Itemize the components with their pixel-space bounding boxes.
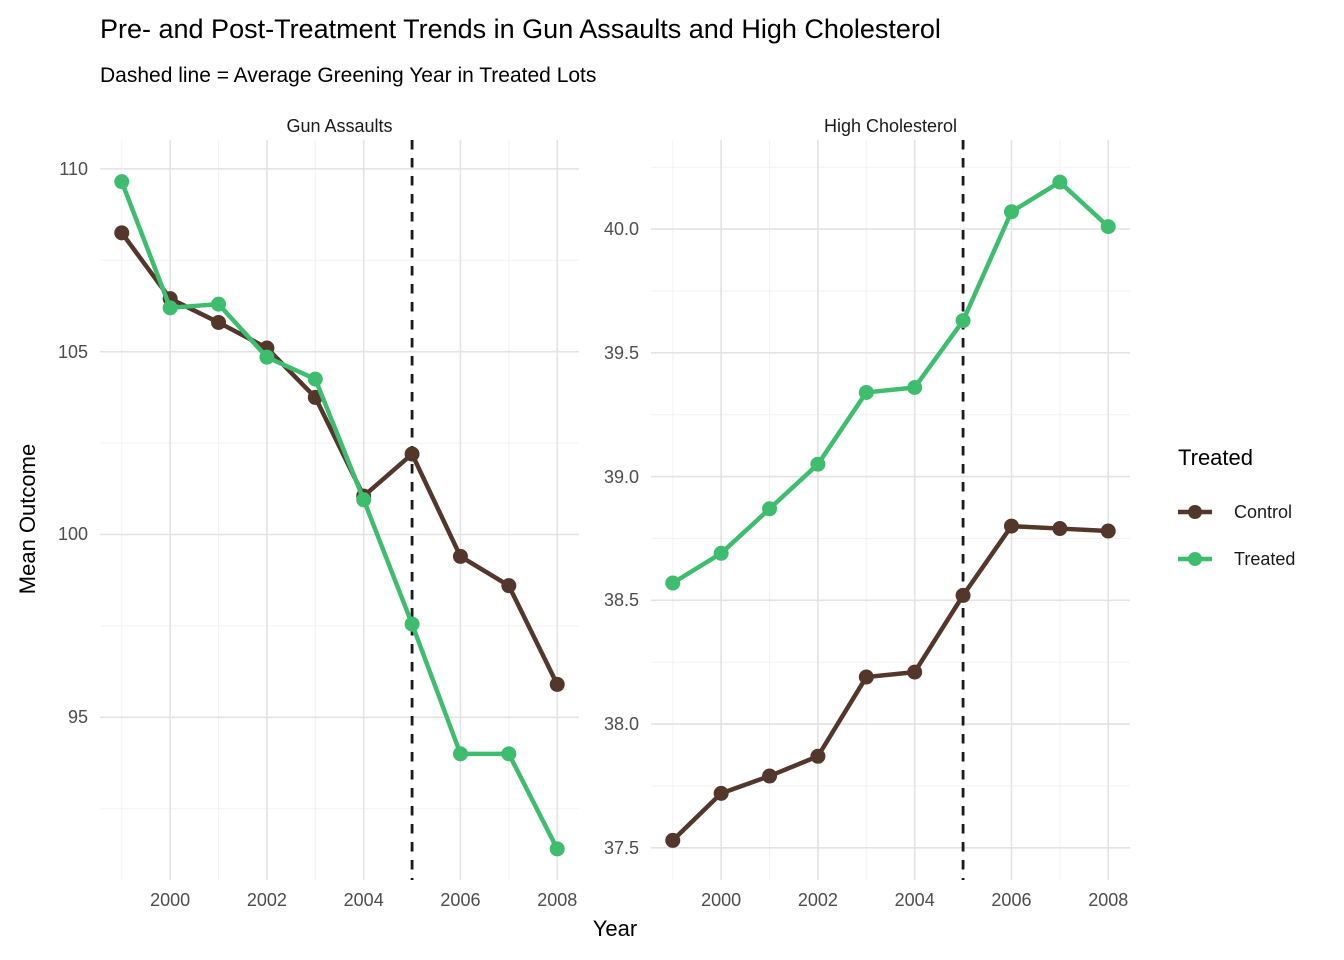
x-tick-label: 2000 — [150, 890, 191, 910]
control-point — [1100, 523, 1116, 539]
treated-point — [307, 371, 323, 387]
treated-point — [665, 575, 681, 591]
control-point — [452, 548, 468, 564]
control-point — [114, 225, 130, 241]
treated-point — [1052, 174, 1068, 190]
control-point — [1003, 518, 1019, 534]
treated-point — [713, 545, 729, 561]
treated-point — [810, 456, 826, 472]
treated-point — [955, 313, 971, 329]
control-point — [549, 676, 565, 692]
plot-subtitle: Dashed line = Average Greening Year in T… — [100, 64, 597, 87]
treated-line — [670, 179, 1111, 586]
y-tick-label: 100 — [57, 524, 88, 545]
treated-line — [119, 179, 560, 852]
treated-point — [501, 746, 517, 762]
legend-item-treated: Treated — [1177, 546, 1295, 572]
legend-label-treated: Treated — [1234, 548, 1296, 569]
legend-key-control-icon — [1178, 505, 1212, 519]
y-tick-label: 38.5 — [603, 590, 639, 611]
legend-key-treated-icon — [1178, 552, 1212, 566]
facet-title-gun-assaults: Gun Assaults — [286, 116, 393, 136]
legend-item-control: Control — [1177, 499, 1295, 525]
treated-point — [907, 379, 923, 395]
treated-point — [1100, 219, 1116, 235]
y-tick-label: 105 — [57, 341, 88, 362]
x-tick-label: 2000 — [701, 890, 742, 910]
facet-title-high-cholesterol: High Cholesterol — [823, 116, 958, 136]
y-tick-label: 95 — [67, 707, 88, 728]
control-line — [119, 230, 560, 687]
control-point — [665, 832, 681, 848]
treated-point — [259, 349, 275, 365]
treated-point — [858, 384, 874, 400]
control-point — [713, 785, 729, 801]
control-point — [810, 748, 826, 764]
legend-label-control: Control — [1234, 501, 1293, 522]
control-point — [955, 587, 971, 603]
control-point — [211, 314, 227, 330]
control-point — [1052, 521, 1068, 537]
control-point — [501, 578, 517, 594]
x-tick-label: 2004 — [343, 890, 384, 910]
treated-point — [452, 746, 468, 762]
legend: Treated Control Treated — [1177, 445, 1295, 593]
treated-point — [114, 174, 130, 190]
x-axis-title: Year — [592, 916, 638, 941]
y-tick-label: 39.0 — [603, 466, 639, 487]
treated-point — [549, 841, 565, 857]
treated-point — [762, 501, 778, 517]
x-tick-label: 2006 — [991, 890, 1032, 910]
x-tick-label: 2002 — [246, 890, 287, 910]
y-tick-label: 37.5 — [603, 837, 639, 858]
y-tick-label: 40.0 — [603, 219, 639, 240]
treated-point — [356, 492, 372, 508]
y-tick-label: 110 — [59, 158, 88, 179]
treated-point — [404, 616, 420, 632]
plot-title: Pre- and Post-Treatment Trends in Gun As… — [100, 14, 941, 44]
legend-title: Treated — [1178, 445, 1254, 470]
y-tick-label: 38.0 — [603, 714, 639, 735]
x-tick-label: 2004 — [894, 890, 935, 910]
control-point — [858, 669, 874, 685]
treated-point — [211, 296, 227, 312]
control-line — [670, 523, 1111, 843]
x-tick-label: 2006 — [440, 890, 481, 910]
control-point — [907, 664, 923, 680]
y-axis-title: Mean Outcome — [15, 443, 40, 595]
y-tick-label: 39.5 — [603, 342, 639, 363]
treated-point — [1003, 204, 1019, 220]
x-tick-label: 2008 — [1088, 890, 1129, 910]
control-point — [762, 768, 778, 784]
treated-point — [162, 300, 178, 316]
x-tick-label: 2002 — [797, 890, 838, 910]
control-point — [404, 446, 420, 462]
x-tick-label: 2008 — [537, 890, 578, 910]
